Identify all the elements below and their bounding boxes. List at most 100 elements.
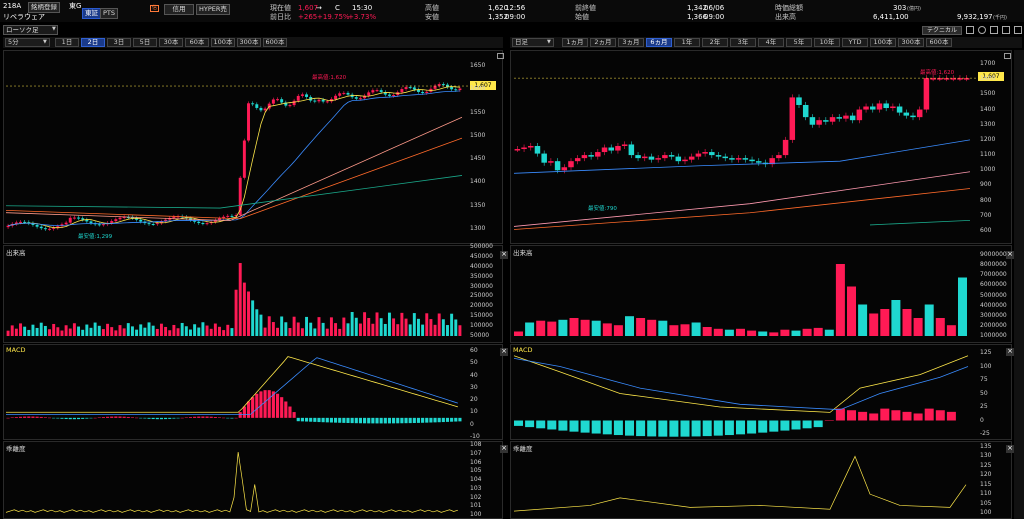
right-volume-bar — [713, 328, 723, 336]
right-candle — [521, 147, 527, 150]
left-vol-tick: 150000 — [470, 312, 493, 320]
right-range-6[interactable]: 3年 — [730, 38, 756, 47]
left-candle — [300, 94, 304, 96]
grid-icon[interactable] — [1002, 26, 1010, 34]
left-price-panel[interactable] — [3, 50, 503, 244]
right-volume-bar — [580, 319, 590, 336]
left-macd-bar — [454, 417, 458, 422]
window-icon[interactable] — [1014, 26, 1022, 34]
left-macd-bar — [193, 416, 197, 418]
left-range-5[interactable]: 60本 — [185, 38, 209, 47]
chart-type-dropdown-icon[interactable]: ▼ — [52, 26, 56, 32]
right-interval-select[interactable]: 日足 — [512, 38, 554, 47]
left-macd-bar — [209, 416, 213, 418]
left-volume-bar — [19, 323, 22, 336]
right-deviation-panel[interactable] — [510, 441, 1012, 519]
right-macd-close-icon[interactable]: × — [1006, 347, 1014, 356]
register-button[interactable]: 銘柄登録 — [28, 2, 60, 13]
right-candle — [608, 147, 614, 151]
left-volume-bar — [446, 325, 449, 336]
current-time: 15:30 — [352, 4, 373, 12]
left-volume-bar — [101, 329, 105, 336]
left-range-8[interactable]: 600本 — [263, 38, 287, 47]
right-range-1[interactable]: 2ヵ月 — [590, 38, 616, 47]
print-icon[interactable] — [990, 26, 998, 34]
right-range-11[interactable]: 100本 — [870, 38, 896, 47]
right-candle — [910, 115, 916, 118]
left-candle — [375, 90, 379, 92]
left-range-1[interactable]: 2日 — [81, 38, 105, 47]
right-macd-tick: 125 — [980, 349, 992, 356]
copy-icon[interactable] — [966, 26, 974, 34]
left-camera-icon[interactable] — [497, 53, 504, 59]
left-volume-bar — [72, 323, 76, 336]
left-volume-bar — [334, 323, 338, 336]
left-macd-bar — [114, 416, 118, 418]
left-volume-bar — [122, 328, 126, 336]
left-volume-bar — [39, 322, 43, 336]
left-macd-panel[interactable] — [3, 344, 503, 440]
right-range-8[interactable]: 5年 — [786, 38, 812, 47]
left-candle — [147, 223, 151, 225]
left-volume-close-icon[interactable]: × — [500, 250, 508, 259]
tab-pts[interactable]: PTS — [100, 8, 119, 19]
left-interval-select[interactable]: 5分 — [5, 38, 50, 47]
left-candle — [27, 222, 31, 224]
volume-value: 6,411,100 — [873, 13, 909, 21]
right-camera-icon[interactable] — [1004, 53, 1011, 59]
left-candle — [97, 224, 101, 226]
right-range-5[interactable]: 2年 — [702, 38, 728, 47]
prev-close-date: 06/06 — [704, 4, 725, 12]
right-candle — [957, 78, 963, 80]
right-candle — [742, 158, 749, 160]
left-volume-bar — [379, 318, 383, 336]
right-range-4[interactable]: 1年 — [674, 38, 700, 47]
open-time: 09:00 — [704, 13, 725, 21]
right-range-12[interactable]: 300本 — [898, 38, 924, 47]
left-volume-bar — [309, 322, 313, 336]
tab-shinyo[interactable]: 信用 — [164, 4, 194, 15]
turnover-unit: (千円) — [993, 15, 1007, 21]
market-cap-value: 303 — [893, 4, 907, 12]
right-range-9[interactable]: 10年 — [814, 38, 840, 47]
left-volume-bar — [10, 325, 14, 336]
left-macd-close-icon[interactable]: × — [500, 347, 508, 356]
right-range-13[interactable]: 600本 — [926, 38, 952, 47]
right-volume-close-icon[interactable]: × — [1006, 250, 1014, 259]
right-range-2[interactable]: 3ヵ月 — [618, 38, 644, 47]
right-range-0[interactable]: 1ヵ月 — [562, 38, 588, 47]
left-macd-bar — [288, 406, 292, 418]
right-candle — [776, 155, 782, 159]
left-macd-bar — [105, 416, 110, 418]
left-range-7[interactable]: 300本 — [237, 38, 261, 47]
left-candle — [313, 100, 317, 102]
right-deviation-close-icon[interactable]: × — [1006, 444, 1014, 453]
right-macd-bar — [658, 420, 668, 437]
right-range-10[interactable]: YTD — [842, 38, 868, 47]
left-range-3[interactable]: 5日 — [133, 38, 157, 47]
left-range-6[interactable]: 100本 — [211, 38, 235, 47]
tab-hyper[interactable]: HYPER売 — [196, 4, 230, 15]
left-range-0[interactable]: 1日 — [55, 38, 79, 47]
low-value: 1,352 — [488, 13, 509, 21]
left-price-tick: 1300 — [470, 225, 486, 232]
right-candle — [574, 158, 581, 162]
left-macd-bar — [139, 417, 143, 419]
left-volume-bar — [296, 322, 300, 336]
right-range-3[interactable]: 6ヵ月 — [646, 38, 672, 47]
left-interval-dropdown-icon[interactable]: ▼ — [43, 39, 47, 45]
settings-icon[interactable] — [978, 26, 986, 34]
chart-type-select[interactable]: ローソク足 — [3, 25, 58, 35]
right-candle — [802, 104, 809, 118]
left-range-4[interactable]: 30本 — [159, 38, 183, 47]
left-macd-bar — [135, 417, 139, 419]
right-volume-bar — [613, 325, 623, 336]
right-range-7[interactable]: 4年 — [758, 38, 784, 47]
tech-button[interactable]: テクニカル — [922, 26, 962, 35]
left-chart-toolbar: 5分 ▼ 1日 2日 3日 5日 30本 60本 100本 300本 600本 — [3, 37, 503, 48]
right-interval-dropdown-icon[interactable]: ▼ — [547, 39, 551, 45]
left-price-tick: 1450 — [470, 155, 486, 163]
left-deviation-close-icon[interactable]: × — [500, 444, 508, 453]
low-time: 09:00 — [505, 13, 526, 21]
left-range-2[interactable]: 3日 — [107, 38, 131, 47]
